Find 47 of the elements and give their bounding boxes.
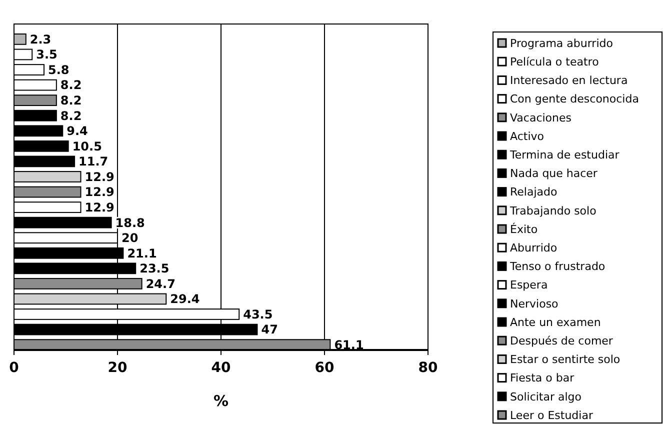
x-tick-label: 60 xyxy=(314,360,334,376)
legend-label: Ante un examen xyxy=(510,316,601,329)
legend-label: Película o teatro xyxy=(510,55,600,68)
data-label: 8.2 xyxy=(60,78,82,92)
data-label: 12.9 xyxy=(84,200,114,214)
x-axis-title: % xyxy=(213,392,229,410)
legend-label: Termina de estudiar xyxy=(509,148,620,162)
x-tick-label: 20 xyxy=(108,360,128,376)
legend-label: Programa aburrido xyxy=(510,36,614,50)
data-label: 10.5 xyxy=(72,139,102,154)
legend-label: Nada que hacer xyxy=(510,167,598,180)
legend-label: Solicitar algo xyxy=(510,390,582,404)
x-tick-label: 80 xyxy=(418,360,438,376)
legend-label: Relajado xyxy=(510,186,558,199)
data-label: 8.2 xyxy=(60,108,82,123)
legend-label: Trabajando solo xyxy=(509,204,597,218)
legend-label: Fiesta o bar xyxy=(510,372,575,385)
legend-label: Nervioso xyxy=(510,297,559,310)
data-label: 21.1 xyxy=(127,246,157,260)
data-label: 8.2 xyxy=(60,94,82,108)
data-label: 24.7 xyxy=(146,276,176,291)
data-label: 29.4 xyxy=(170,292,200,306)
legend-label: Tenso o frustrado xyxy=(509,260,606,274)
legend-label: Aburrido xyxy=(510,241,558,254)
data-label: 3.5 xyxy=(36,48,58,62)
data-label: 11.7 xyxy=(78,154,108,169)
legend-label: Leer o Estudiar xyxy=(510,408,594,422)
x-tick-label: 0 xyxy=(9,360,20,376)
data-label: 23.5 xyxy=(140,262,170,276)
legend-label: Activo xyxy=(510,130,544,143)
data-label: 12.9 xyxy=(84,185,114,200)
data-label: 2.3 xyxy=(30,32,52,46)
legend-label: Con gente desconocida xyxy=(510,92,639,106)
data-label: 43.5 xyxy=(243,307,273,322)
legend-label: Éxito xyxy=(510,222,538,236)
data-label: 61.1 xyxy=(334,338,364,352)
legend-label: Interesado en lectura xyxy=(510,74,628,88)
data-label: 5.8 xyxy=(48,62,70,77)
data-label: 9.4 xyxy=(66,124,88,138)
legend-label: Vacaciones xyxy=(510,111,572,124)
legend-label: Estar o sentirte solo xyxy=(510,353,620,366)
x-tick-label: 40 xyxy=(211,360,231,376)
legend-label: Espera xyxy=(510,278,548,292)
data-label: 12.9 xyxy=(84,170,114,184)
legend-label: Después de comer xyxy=(510,334,614,348)
data-label: 47 xyxy=(261,322,278,337)
data-label: 20 xyxy=(122,231,138,246)
